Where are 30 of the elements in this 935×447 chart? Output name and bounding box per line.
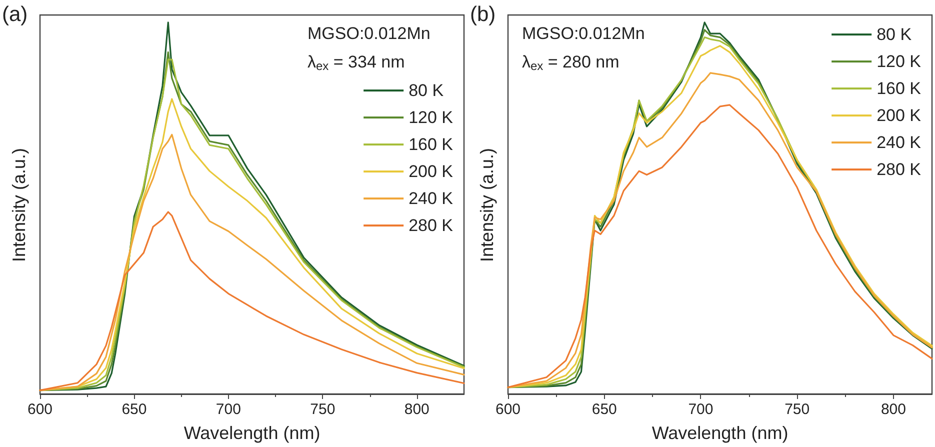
legend-label: 240 K	[876, 133, 922, 152]
x-tick-label: 750	[784, 401, 810, 418]
legend-label: 80 K	[876, 25, 912, 44]
legend-label: 200 K	[876, 106, 922, 125]
x-tick-label: 800	[404, 401, 430, 418]
x-tick-label: 700	[216, 401, 241, 418]
x-tick-label: 700	[688, 401, 713, 418]
x-axis-title: Wavelength (nm)	[651, 423, 788, 443]
x-tick-label: 800	[880, 401, 906, 418]
x-tick-label: 650	[122, 401, 147, 418]
annotation: MGSO:0.012Mn	[308, 24, 430, 43]
legend-label: 80 K	[408, 81, 444, 100]
x-axis-title: Wavelength (nm)	[184, 423, 320, 443]
legend-label: 160 K	[408, 135, 454, 154]
legend-label: 200 K	[408, 162, 454, 181]
y-axis-title: Intensity (a.u.)	[476, 148, 496, 262]
x-tick-label: 650	[591, 401, 616, 418]
legend-label: 280 K	[408, 216, 454, 235]
legend-label: 240 K	[408, 189, 454, 208]
annotation: MGSO:0.012Mn	[522, 24, 644, 43]
y-axis-title: Intensity (a.u.)	[9, 148, 29, 262]
x-tick-label: 600	[27, 401, 53, 418]
legend-label: 120 K	[408, 108, 454, 127]
legend-label: 120 K	[876, 52, 922, 71]
x-tick-label: 600	[494, 401, 520, 418]
legend-label: 280 K	[876, 160, 922, 179]
legend-label: 160 K	[876, 79, 922, 98]
chart-title: (b)	[470, 3, 496, 26]
x-tick-label: 750	[310, 401, 336, 418]
chart-title: (a)	[2, 3, 28, 26]
